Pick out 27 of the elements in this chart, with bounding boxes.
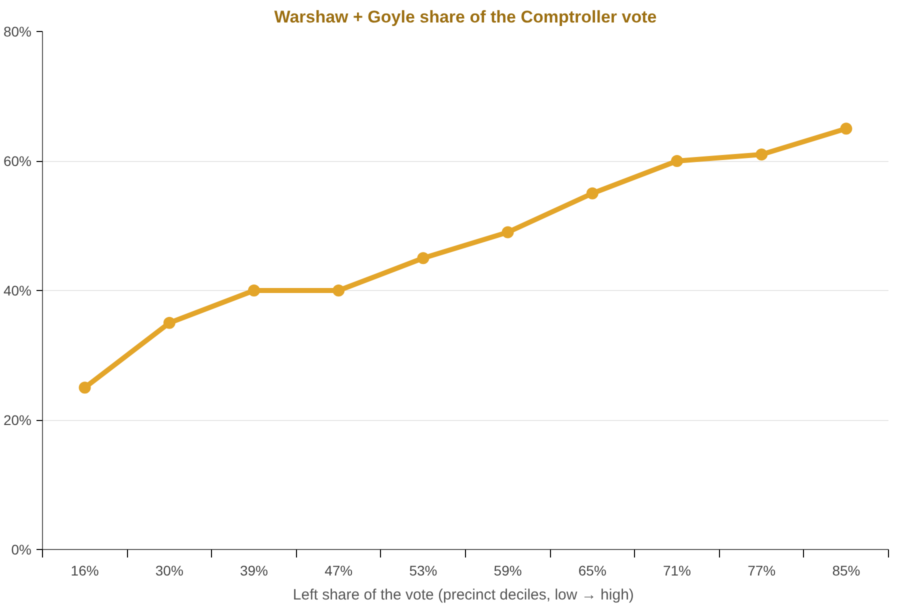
chart-title: Warshaw + Goyle share of the Comptroller vote <box>274 8 657 26</box>
x-tick-label: 77% <box>748 562 776 578</box>
y-tick-label: 40% <box>3 282 32 298</box>
point <box>78 382 91 394</box>
point <box>756 148 768 161</box>
point <box>332 284 345 296</box>
y-tick-label: 0% <box>11 542 32 558</box>
point <box>502 226 514 238</box>
x-tick-label: 71% <box>662 562 692 578</box>
x-tick-label: 47% <box>324 562 353 578</box>
x-tick-label: 59% <box>494 562 522 578</box>
x-tick-label: 85% <box>832 562 860 578</box>
y-tick-label: 60% <box>3 153 32 169</box>
x-tick-label: 16% <box>70 562 99 578</box>
point <box>671 155 683 167</box>
point <box>417 252 430 264</box>
x-tick-label: 39% <box>240 562 268 578</box>
point <box>248 284 260 296</box>
y-tick-label: 20% <box>3 412 32 428</box>
point <box>163 316 176 329</box>
y-tick-label: 80% <box>3 24 32 40</box>
x-tick-label: 53% <box>409 562 438 578</box>
x-axis-title: Left share of the vote (precinct deciles, low → high) <box>292 586 634 604</box>
point <box>840 122 852 135</box>
x-tick-label: 30% <box>155 562 184 578</box>
point <box>586 187 598 200</box>
x-tick-label: 65% <box>578 562 606 578</box>
